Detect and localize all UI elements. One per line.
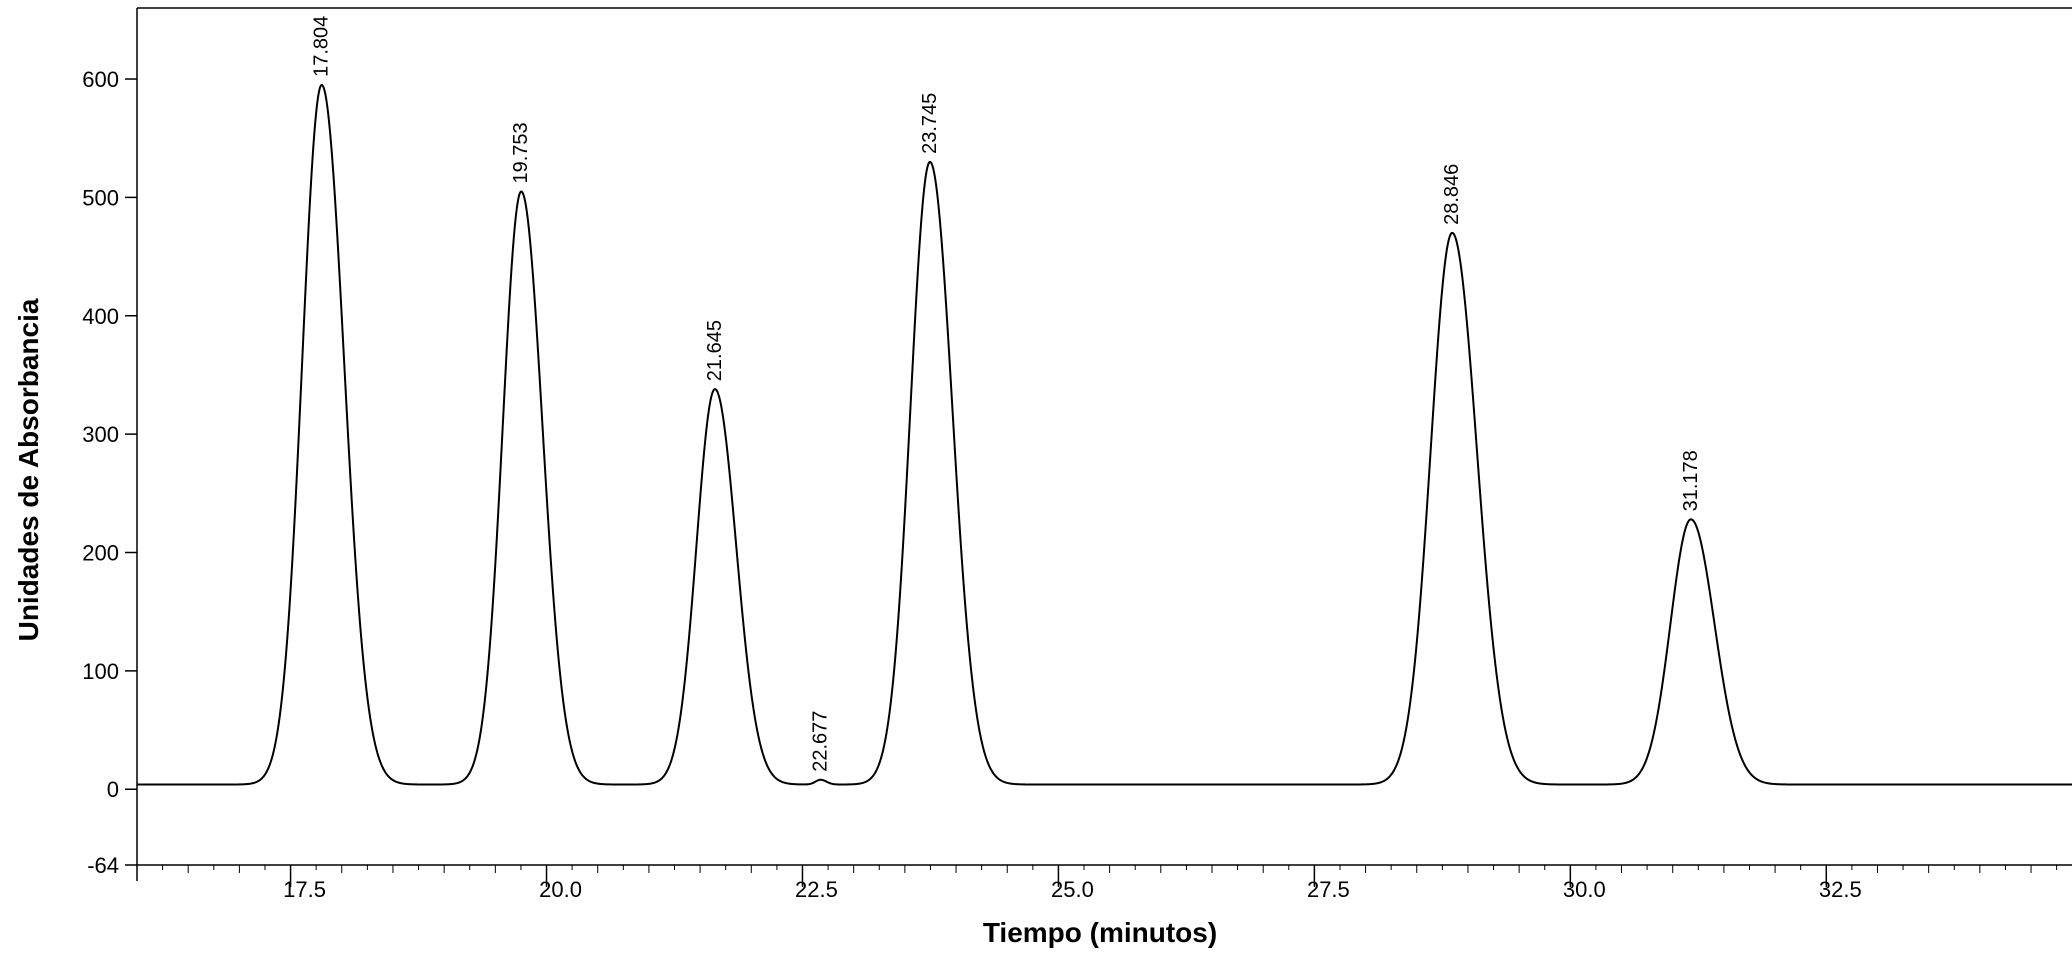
x-tick-label: 20.0 — [539, 877, 582, 902]
x-axis-title: Tiempo (minutos) — [983, 917, 1217, 948]
peak-label: 28.846 — [1441, 164, 1463, 225]
peak-labels: 17.804 19.753 21.645 22.677 23.745 28.846 31.1… — [311, 16, 1702, 772]
y-tick-label: 600 — [82, 67, 119, 92]
x-axis-ticks: 17.5 20.0 22.5 25.0 27.5 30.0 32.5 — [136, 865, 2058, 902]
x-tick-label: 32.5 — [1819, 877, 1862, 902]
y-tick-label: 400 — [82, 304, 119, 329]
y-axis-ticks: 600 500 400 300 200 100 0 -64 — [82, 67, 137, 878]
y-tick-label: 300 — [82, 422, 119, 447]
peak-label: 17.804 — [311, 16, 333, 77]
peak-label: 22.677 — [810, 711, 832, 772]
absorbance-trace — [137, 83, 2072, 786]
x-tick-label: 30.0 — [1563, 877, 1606, 902]
x-tick-label: 22.5 — [795, 877, 838, 902]
x-tick-label: 27.5 — [1307, 877, 1350, 902]
trace — [137, 83, 2072, 786]
peak-label: 19.753 — [510, 122, 532, 183]
y-tick-label: 500 — [82, 185, 119, 210]
peak-label: 21.645 — [704, 320, 726, 381]
x-tick-label: 25.0 — [1051, 877, 1094, 902]
y-tick-label: 200 — [82, 541, 119, 566]
peak-label: 31.178 — [1680, 450, 1702, 511]
peak-label: 23.745 — [919, 93, 941, 154]
axes — [136, 7, 2072, 866]
y-axis-title: Unidades de Absorbancia — [13, 298, 44, 641]
x-tick-label: 17.5 — [283, 877, 326, 902]
y-tick-label: 0 — [107, 777, 119, 802]
y-tick-label: 100 — [82, 659, 119, 684]
y-tick-label: -64 — [87, 853, 119, 878]
